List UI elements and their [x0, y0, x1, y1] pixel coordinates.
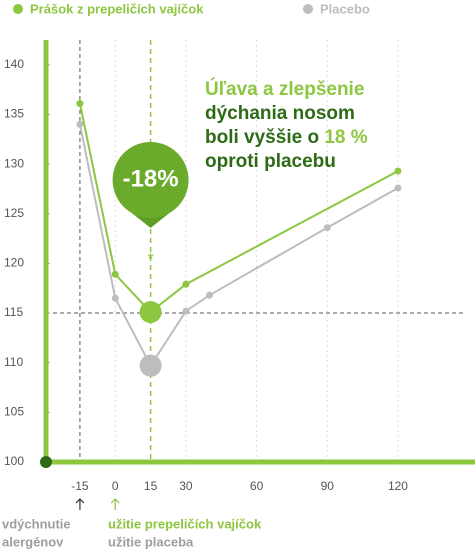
callout-label: -18% [123, 165, 179, 192]
y-tick-label: 110 [4, 355, 23, 369]
legend-label: Prášok z prepeličích vajíčok [30, 1, 204, 16]
annotation-part: 18 % [324, 127, 367, 148]
x-tick-label: 90 [321, 479, 335, 493]
x-tick-label: 120 [388, 479, 408, 493]
y-tick-label: 125 [4, 206, 24, 220]
arrow [75, 498, 85, 510]
bottom-label: vdýchnutie [2, 516, 71, 531]
x-tick-label: -15 [71, 479, 89, 493]
data-point [182, 280, 190, 288]
data-point [111, 294, 119, 302]
bottom-label: alergénov [2, 534, 64, 549]
callout-marker: * [147, 251, 153, 268]
annotation-part: dýchania nosom [205, 103, 355, 124]
y-tick-label: 100 [4, 454, 24, 468]
y-tick-label: 105 [4, 405, 24, 419]
origin-dot [40, 456, 52, 468]
legend-marker [13, 4, 23, 14]
bottom-label: užitie placeba [108, 534, 194, 549]
annotation: boli vyššie o 18 % [205, 127, 368, 148]
annotation-part: oproti placebu [205, 151, 336, 172]
data-point [323, 224, 331, 232]
legend-marker [303, 4, 313, 14]
y-tick-label: 140 [4, 57, 24, 71]
legend-label: Placebo [320, 1, 370, 16]
data-point [111, 270, 119, 278]
callout-bubble [112, 142, 189, 218]
data-point [182, 307, 190, 315]
x-tick-label: 30 [179, 479, 193, 493]
data-point [139, 301, 162, 324]
y-tick-label: 115 [4, 305, 23, 319]
x-tick-label: 60 [250, 479, 264, 493]
annotation: Úľava a zlepšenie [205, 78, 364, 100]
x-tick-label: 15 [144, 479, 158, 493]
annotation: dýchania nosom [205, 103, 355, 124]
arrow [110, 498, 120, 510]
data-point [76, 120, 84, 128]
data-point [205, 291, 213, 299]
data-point [394, 167, 402, 175]
bottom-label: užitie prepeličích vajíčok [108, 516, 262, 531]
y-tick-label: 120 [4, 256, 24, 270]
annotation-part: Úľava a zlepšenie [205, 78, 364, 100]
x-tick-label: 0 [112, 479, 119, 493]
annotation-part: boli vyššie o [205, 127, 324, 148]
data-point [394, 184, 402, 192]
data-point [76, 100, 84, 108]
data-point [139, 354, 162, 377]
y-tick-label: 130 [4, 156, 24, 170]
y-tick-label: 135 [4, 107, 24, 121]
annotation: oproti placebu [205, 151, 336, 172]
